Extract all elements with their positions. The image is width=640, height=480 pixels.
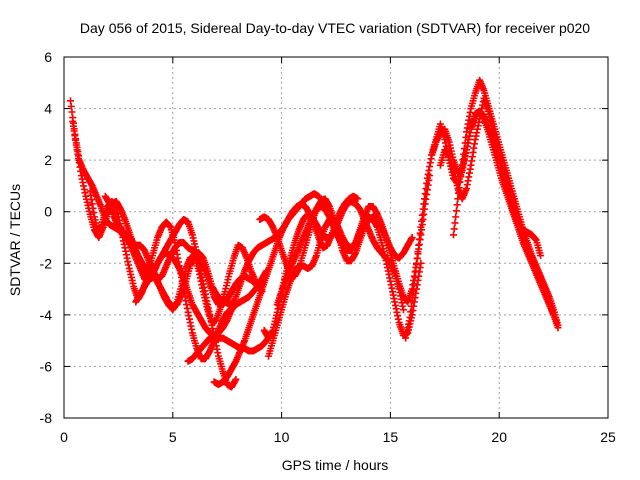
data-point: [413, 254, 421, 262]
y-tick-label: -8: [40, 410, 53, 426]
data-point: [399, 306, 407, 314]
x-tick-label: 15: [383, 429, 399, 445]
data-point: [408, 234, 416, 241]
series-sat-f: [132, 215, 240, 391]
axis-ticks: 0 5 10 15 20 25 -8 -6 -4 -2 0 2 4 6: [40, 49, 616, 445]
y-tick-label: -6: [40, 358, 53, 374]
y-tick-label: 4: [44, 101, 52, 117]
chart-title: Day 056 of 2015, Sidereal Day-to-day VTE…: [80, 20, 590, 36]
x-axis-label: GPS time / hours: [282, 457, 389, 473]
data-point: [451, 219, 459, 227]
data-point: [412, 267, 420, 275]
y-axis-label: SDTVAR / TECUs: [7, 184, 23, 296]
series-sat-l: [273, 172, 434, 309]
data-point: [354, 195, 362, 203]
data-point: [416, 229, 424, 237]
data-point: [414, 248, 422, 256]
y-tick-label: 2: [44, 152, 52, 168]
x-tick-label: 10: [274, 429, 290, 445]
data-point: [411, 273, 419, 281]
data-point: [452, 207, 460, 215]
y-tick-label: -4: [40, 307, 53, 323]
series-sat-p: [450, 76, 562, 329]
data-point: [452, 213, 460, 221]
data-point: [417, 223, 425, 231]
data-point: [450, 225, 458, 233]
data-point: [418, 211, 426, 219]
y-tick-label: 6: [44, 49, 52, 65]
y-tick-label: -2: [40, 255, 53, 271]
x-tick-label: 20: [491, 429, 507, 445]
plot-frame: [63, 56, 609, 419]
data-point: [413, 261, 421, 269]
data-point: [450, 231, 458, 239]
data-point: [415, 241, 423, 249]
x-tick-label: 25: [600, 429, 616, 445]
data-point: [415, 235, 423, 243]
data-point: [410, 280, 418, 288]
y-tick-label: 0: [44, 204, 52, 220]
data-point: [554, 321, 562, 329]
data-point: [232, 375, 240, 383]
data-point: [418, 217, 426, 225]
data-point: [537, 252, 545, 260]
x-tick-label: 0: [60, 429, 68, 445]
x-tick-label: 5: [169, 429, 177, 445]
data-points: [67, 76, 562, 391]
data-point: [453, 201, 461, 209]
